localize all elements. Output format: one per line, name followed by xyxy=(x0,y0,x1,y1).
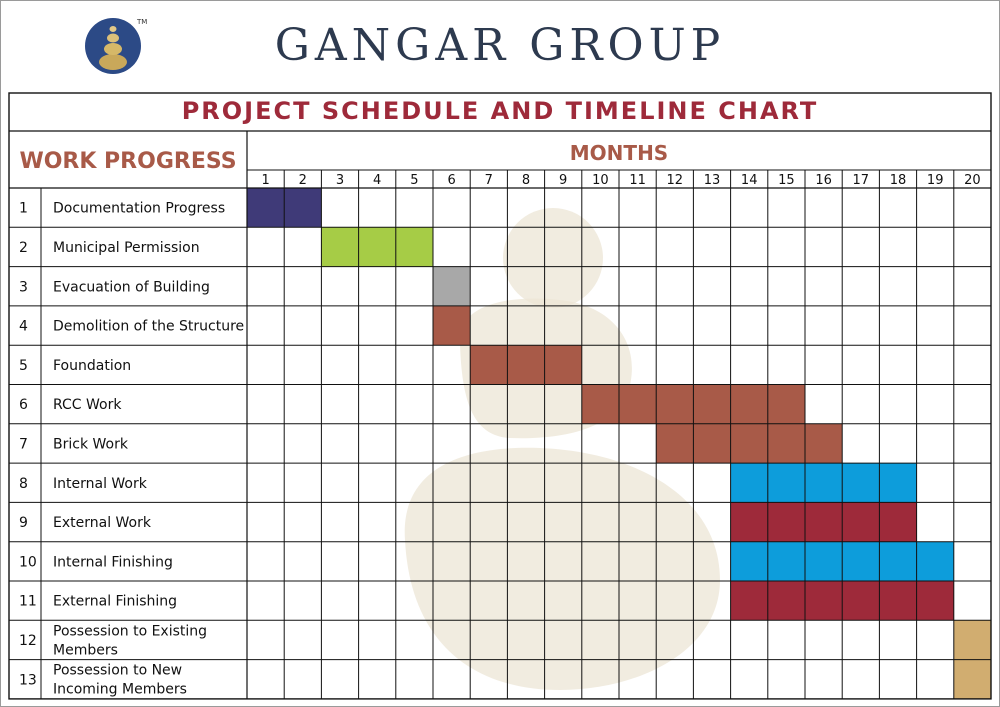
task-bar-5 xyxy=(470,345,582,385)
month-tick-label: 13 xyxy=(704,173,721,188)
task-number: 6 xyxy=(19,397,28,413)
task-name: Internal Finishing xyxy=(53,554,173,570)
task-name: Evacuation of Building xyxy=(53,279,210,295)
trademark-mark: TM xyxy=(136,18,147,26)
task-name-line: Possession to Existing xyxy=(53,623,207,639)
month-tick-label: 19 xyxy=(927,173,944,188)
row-header-label: WORK PROGRESS xyxy=(19,149,236,174)
task-number: 3 xyxy=(19,279,28,295)
month-tick-label: 18 xyxy=(890,173,907,188)
task-name: Internal Work xyxy=(53,476,148,492)
months-header-label: MONTHS xyxy=(570,141,668,165)
month-tick-label: 9 xyxy=(559,173,567,188)
task-bar-7 xyxy=(656,423,843,464)
task-bar-3 xyxy=(433,266,471,306)
month-tick-label: 7 xyxy=(485,173,493,188)
task-name: Brick Work xyxy=(53,436,129,452)
month-tick-label: 16 xyxy=(815,173,832,188)
month-tick-label: 11 xyxy=(629,173,646,188)
grid-layer xyxy=(8,92,992,700)
task-bar-2 xyxy=(321,227,433,267)
task-name: Demolition of the Structure xyxy=(53,319,244,335)
task-bar-9 xyxy=(730,502,917,542)
task-name-line: Incoming Members xyxy=(53,682,187,698)
month-tick-label: 1 xyxy=(261,173,269,188)
task-name-line: Members xyxy=(53,642,118,658)
task-number: 1 xyxy=(19,201,28,217)
month-tick-label: 14 xyxy=(741,173,758,188)
month-tick-label: 8 xyxy=(522,173,530,188)
table-border xyxy=(8,92,992,700)
task-name: Documentation Progress xyxy=(53,201,225,217)
month-tick-label: 10 xyxy=(592,173,609,188)
task-name: RCC Work xyxy=(53,397,122,413)
month-tick-label: 3 xyxy=(336,173,344,188)
brand-logo: TM xyxy=(85,18,147,74)
labels-layer: PROJECT SCHEDULE AND TIMELINE CHART WORK … xyxy=(19,97,981,698)
task-number: 12 xyxy=(19,633,37,649)
task-number: 2 xyxy=(19,240,28,256)
month-tick-label: 4 xyxy=(373,173,381,188)
task-bar-13 xyxy=(953,659,991,699)
task-name: Municipal Permission xyxy=(53,240,200,256)
task-name: External Finishing xyxy=(53,594,177,610)
month-tick-label: 15 xyxy=(778,173,795,188)
task-number: 9 xyxy=(19,515,28,531)
month-tick-label: 17 xyxy=(853,173,870,188)
task-number: 8 xyxy=(19,476,28,492)
task-number: 5 xyxy=(19,358,28,374)
task-number: 11 xyxy=(19,594,37,610)
task-name: External Work xyxy=(53,515,152,531)
task-name: Foundation xyxy=(53,358,131,374)
month-tick-label: 2 xyxy=(299,173,307,188)
brand-name: GANGAR GROUP xyxy=(274,20,726,71)
task-number: 10 xyxy=(19,554,37,570)
month-tick-label: 5 xyxy=(410,173,418,188)
task-number: 7 xyxy=(19,436,28,452)
task-number: 13 xyxy=(19,672,37,688)
task-number: 4 xyxy=(19,319,28,335)
task-bar-8 xyxy=(730,463,917,503)
task-name-line: Possession to New xyxy=(53,663,182,679)
month-tick-label: 6 xyxy=(447,173,455,188)
chart-title: PROJECT SCHEDULE AND TIMELINE CHART xyxy=(182,97,819,125)
task-bar-4 xyxy=(433,305,471,346)
month-tick-label: 12 xyxy=(667,173,684,188)
month-tick-label: 20 xyxy=(964,173,981,188)
task-bar-12 xyxy=(953,620,991,660)
